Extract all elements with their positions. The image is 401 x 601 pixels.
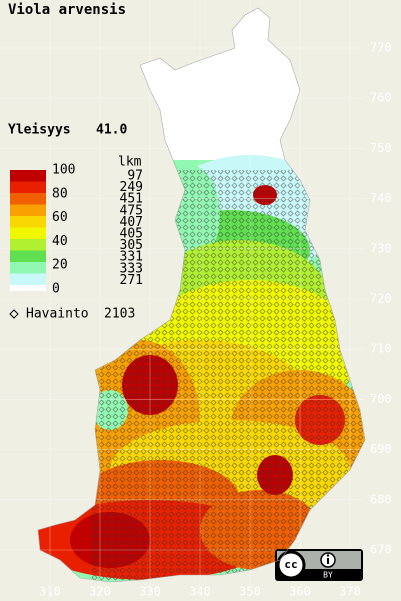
- x-axis-label: 370: [339, 585, 361, 599]
- y-axis-label: 690: [370, 442, 392, 456]
- license-badge: cc BY: [275, 549, 363, 581]
- legend-swatch: [10, 227, 46, 239]
- y-axis-label: 740: [370, 191, 392, 205]
- x-axis-label: 310: [39, 585, 61, 599]
- legend-count: 451: [120, 192, 143, 207]
- legend-count: 331: [120, 250, 143, 265]
- cc-text: cc: [284, 558, 297, 571]
- y-axis-label: 700: [370, 392, 392, 406]
- observation-symbol: [9, 309, 19, 319]
- legend-swatch: [10, 273, 46, 285]
- cc-circle: [276, 550, 306, 580]
- legend-count: 405: [120, 227, 143, 242]
- frequency-value: 41.0: [96, 123, 127, 138]
- legend-scale-label: 40: [52, 234, 68, 249]
- legend-swatch-zero: [10, 285, 46, 291]
- y-axis-label: 720: [370, 292, 392, 306]
- legend-count: 305: [120, 238, 143, 253]
- legend-swatch: [10, 193, 46, 205]
- x-axis-label: 330: [139, 585, 161, 599]
- count-header: lkm: [118, 155, 142, 170]
- legend-swatch: [10, 239, 46, 251]
- legend-count: 249: [120, 180, 143, 195]
- legend-scale-label: 80: [52, 186, 68, 201]
- x-axis-label: 340: [189, 585, 211, 599]
- legend-count: 97: [127, 169, 143, 184]
- y-axis-label: 670: [370, 543, 392, 557]
- grid: [0, 0, 365, 585]
- legend-scale-label: 60: [52, 210, 68, 225]
- legend-count: 333: [120, 261, 143, 276]
- legend-scale-label: 0: [52, 282, 60, 297]
- observation-label: Havainto: [26, 307, 89, 322]
- by-icon-head: [326, 554, 330, 557]
- y-axis-label: 750: [370, 141, 392, 155]
- y-axis-label: 730: [370, 241, 392, 255]
- observation-count: 2103: [104, 307, 135, 322]
- legend-swatch: [10, 204, 46, 216]
- title: Viola arvensis: [8, 2, 126, 18]
- legend-count: 475: [120, 203, 143, 218]
- legend-swatch: [10, 181, 46, 193]
- y-axis-label: 770: [370, 41, 392, 55]
- by-icon-body: [327, 558, 329, 564]
- legend-swatch: [10, 170, 46, 182]
- x-axis-label: 320: [89, 585, 111, 599]
- legend-count: 407: [120, 215, 143, 230]
- y-axis-label: 760: [370, 91, 392, 105]
- legend-scale-label: 100: [52, 163, 75, 178]
- x-axis-label: 360: [289, 585, 311, 599]
- y-axis-label: 710: [370, 342, 392, 356]
- x-axis-label: 350: [239, 585, 261, 599]
- legend-swatch: [10, 262, 46, 274]
- legend-scale-label: 20: [52, 258, 68, 273]
- legend-swatch: [10, 216, 46, 228]
- by-text: BY: [323, 571, 333, 580]
- legend-count: 271: [120, 273, 143, 288]
- legend-swatch: [10, 250, 46, 262]
- y-axis-label: 680: [370, 492, 392, 506]
- frequency-label: Yleisyys: [8, 123, 71, 138]
